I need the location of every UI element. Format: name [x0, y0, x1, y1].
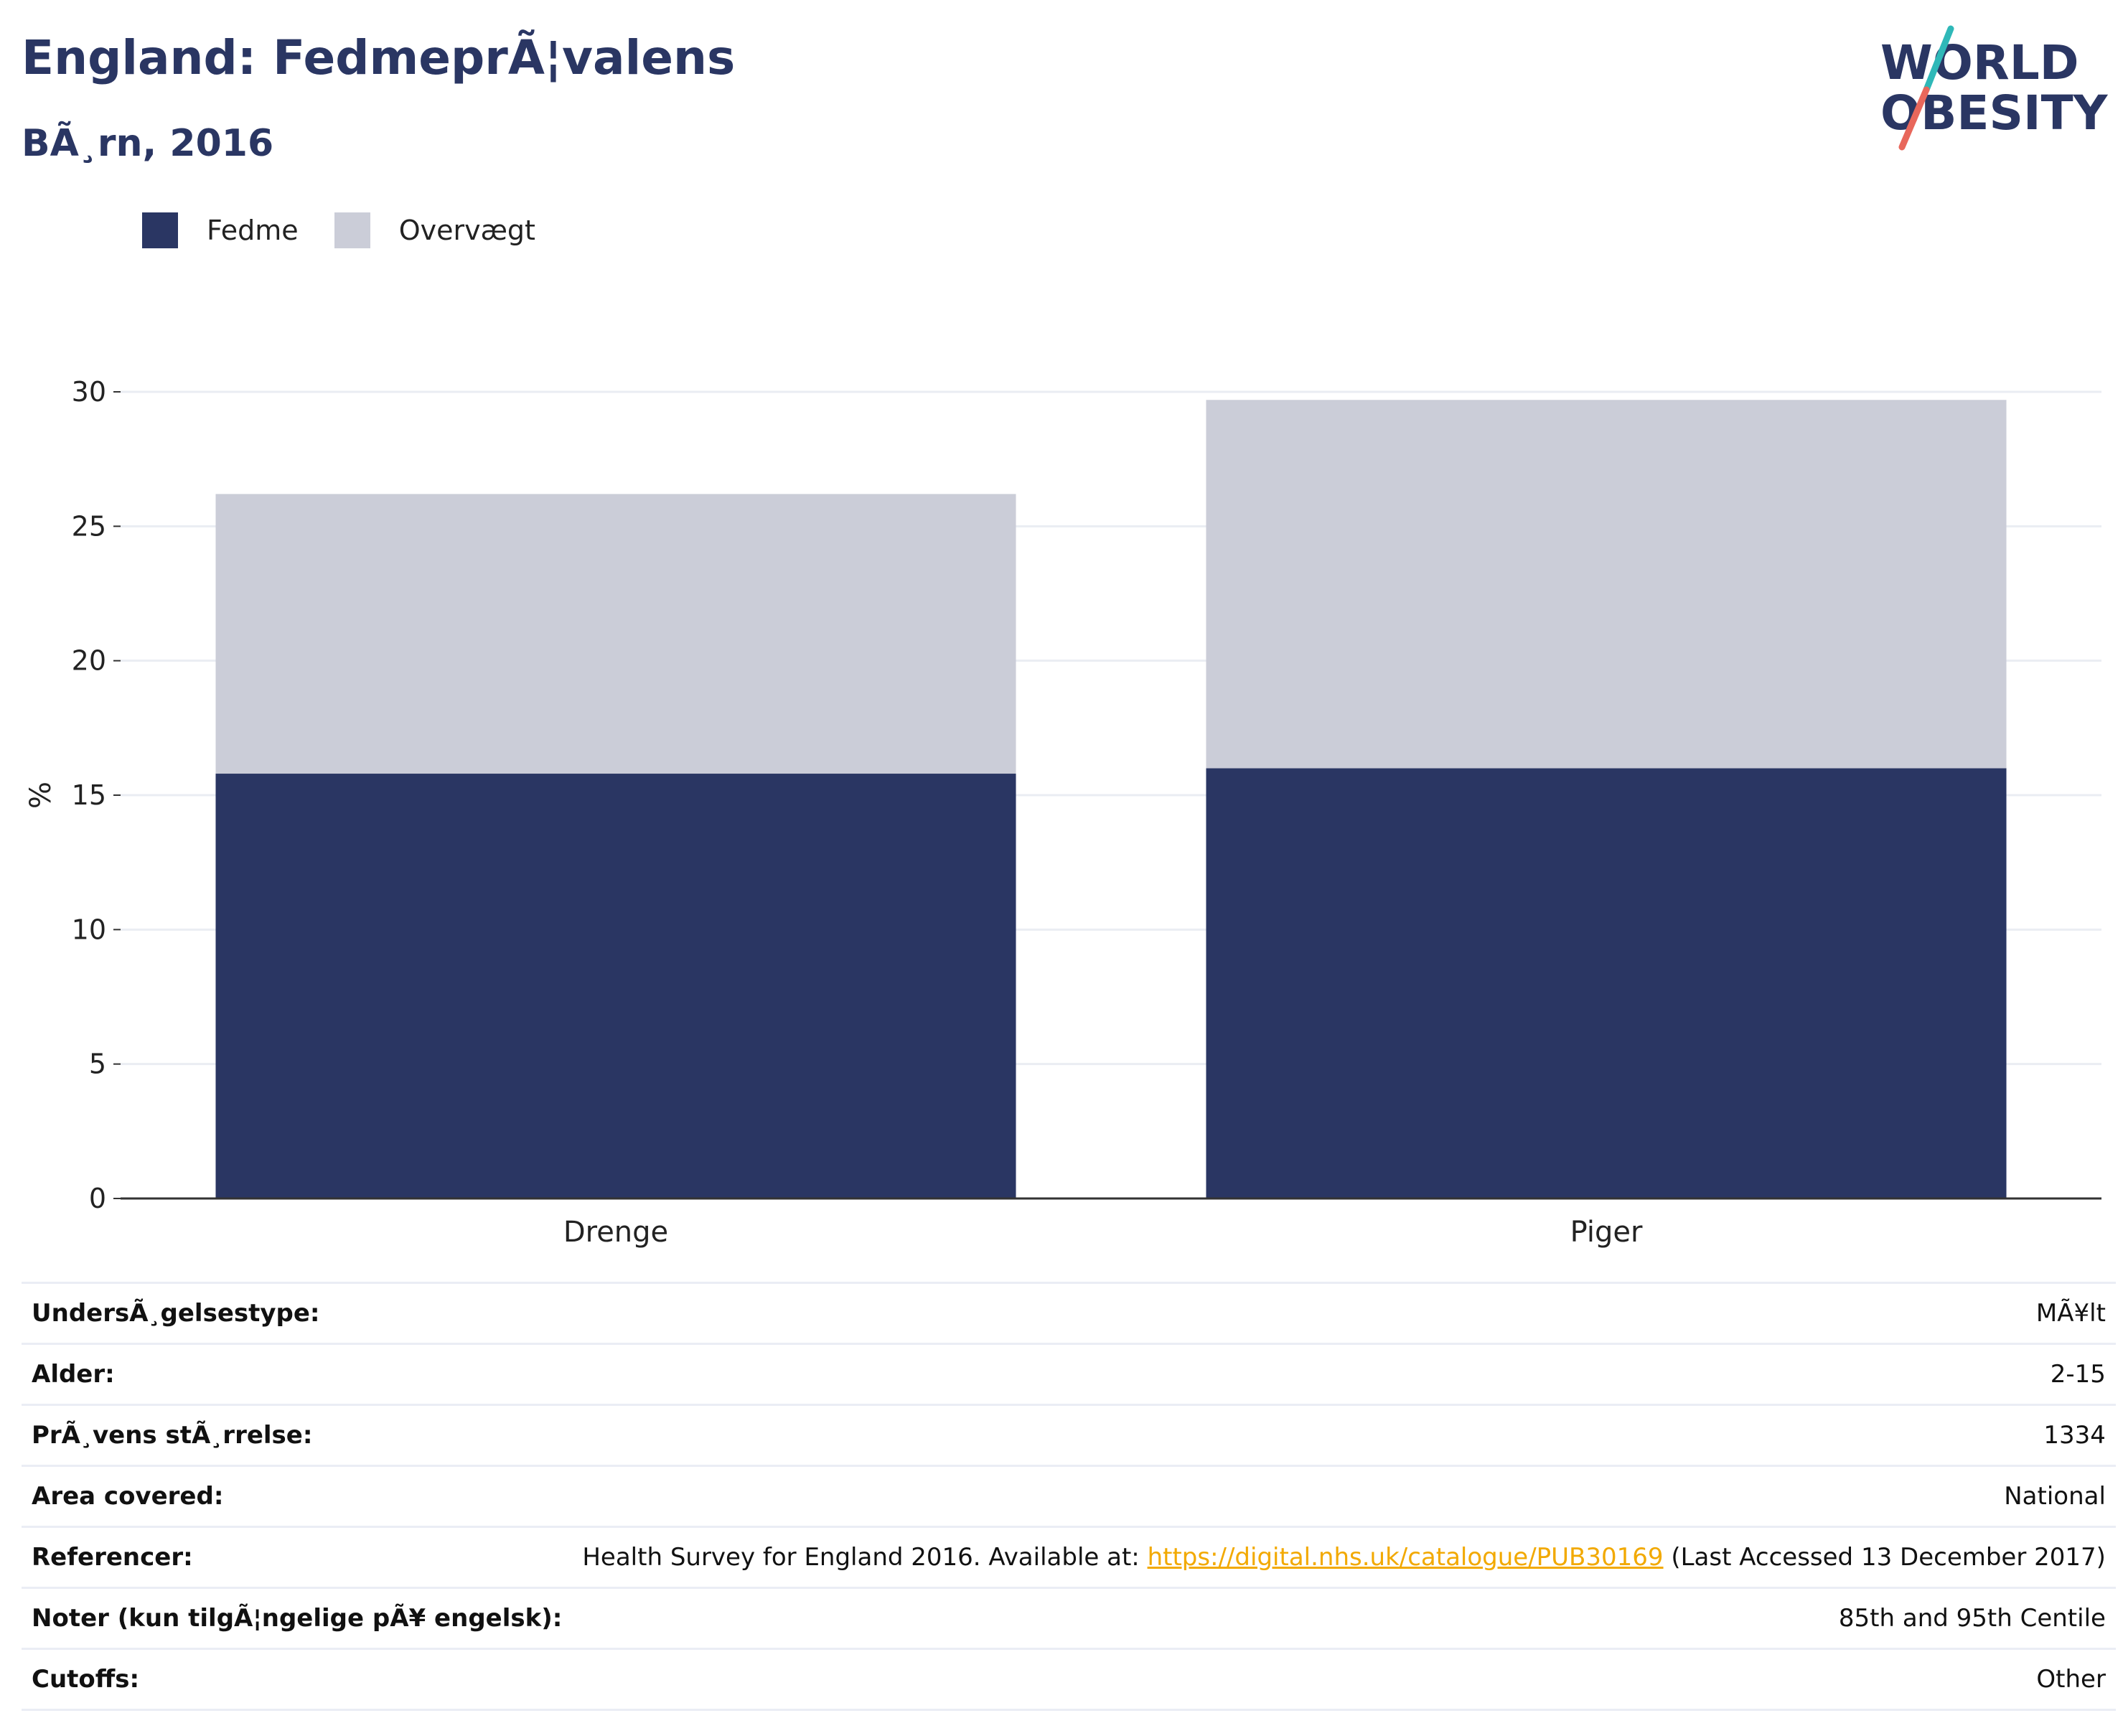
bar-overvaegt-piger[interactable] [1206, 400, 2007, 769]
reference-link[interactable]: https://digital.nhs.uk/catalogue/PUB3016… [1147, 1543, 1664, 1572]
logo-slash-coral [1898, 86, 1930, 151]
meta-row-cutoffs: Cutoffs: Other [22, 1648, 2116, 1711]
meta-value: 1334 [572, 1404, 2116, 1466]
meta-value: Other [572, 1648, 2116, 1711]
bar-overvaegt-drenge[interactable] [215, 494, 1016, 774]
meta-row-references: Referencer: Health Survey for England 20… [22, 1526, 2116, 1588]
meta-row-survey-type: UndersÃ¸gelsestype: MÃ¥lt [22, 1282, 2116, 1344]
meta-key: PrÃ¸vens stÃ¸rrelse: [22, 1404, 573, 1466]
x-tick-labels: Drenge Piger [563, 1216, 1643, 1249]
legend-swatch-fedme [142, 212, 178, 248]
meta-value-reference: Health Survey for England 2016. Availabl… [572, 1526, 2116, 1588]
y-tick-label: 10 [72, 914, 106, 945]
meta-key: Noter (kun tilgÃ¦ngelige pÃ¥ engelsk): [22, 1587, 573, 1649]
y-axis-label: % [24, 782, 57, 809]
meta-key: Area covered: [22, 1465, 573, 1527]
logo-text-world: WORLD [1880, 35, 2079, 90]
reference-text: Health Survey for England 2016. Availabl… [582, 1543, 1148, 1572]
logo-slash-teal [1923, 25, 1954, 93]
metadata-table: UndersÃ¸gelsestype: MÃ¥lt Alder: 2-15 Pr… [22, 1282, 2116, 1711]
bars [215, 400, 2007, 1198]
y-tick-label: 0 [89, 1183, 106, 1214]
chart-legend: Fedme Overvægt [142, 212, 571, 248]
x-tick-label: Drenge [563, 1216, 668, 1249]
meta-key: Alder: [22, 1343, 573, 1405]
chart-subtitle: BÃ¸rn, 2016 [22, 122, 274, 165]
meta-key: UndersÃ¸gelsestype: [22, 1282, 573, 1344]
x-tick-label: Piger [1570, 1216, 1643, 1249]
meta-row-sample-size: PrÃ¸vens stÃ¸rrelse: 1334 [22, 1404, 2116, 1466]
y-tick-label: 5 [89, 1048, 106, 1080]
meta-key: Cutoffs: [22, 1648, 573, 1711]
legend-item-overvaegt[interactable]: Overvægt [334, 212, 535, 248]
meta-value: MÃ¥lt [572, 1282, 2116, 1344]
y-tick-labels: 0 5 10 15 20 25 30 [72, 376, 121, 1214]
meta-row-notes: Noter (kun tilgÃ¦ngelige pÃ¥ engelsk): 8… [22, 1587, 2116, 1649]
reference-accessed: (Last Accessed 13 December 2017) [1663, 1543, 2106, 1572]
bar-fedme-piger[interactable] [1206, 768, 2007, 1198]
meta-key: Referencer: [22, 1526, 573, 1588]
y-tick-label: 15 [72, 779, 106, 811]
legend-swatch-overvaegt [334, 212, 370, 248]
chart-title: England: FedmeprÃ¦valens [22, 30, 736, 85]
meta-value: 85th and 95th Centile [572, 1587, 2116, 1649]
legend-label-overvaegt: Overvægt [398, 215, 535, 246]
y-tick-label: 25 [72, 510, 106, 542]
bar-fedme-drenge[interactable] [215, 774, 1016, 1198]
meta-value: 2-15 [572, 1343, 2116, 1405]
y-tick-label: 20 [72, 645, 106, 677]
legend-item-fedme[interactable]: Fedme [142, 212, 299, 248]
meta-row-area-covered: Area covered: National [22, 1465, 2116, 1527]
legend-label-fedme: Fedme [207, 215, 299, 246]
world-obesity-logo: WORLD OBESITY [1880, 25, 2109, 151]
meta-value: National [572, 1465, 2116, 1527]
meta-row-age: Alder: 2-15 [22, 1343, 2116, 1405]
y-tick-label: 30 [72, 376, 106, 408]
bar-chart: 0 5 10 15 20 25 30 Drenge Piger % [24, 376, 2101, 1249]
